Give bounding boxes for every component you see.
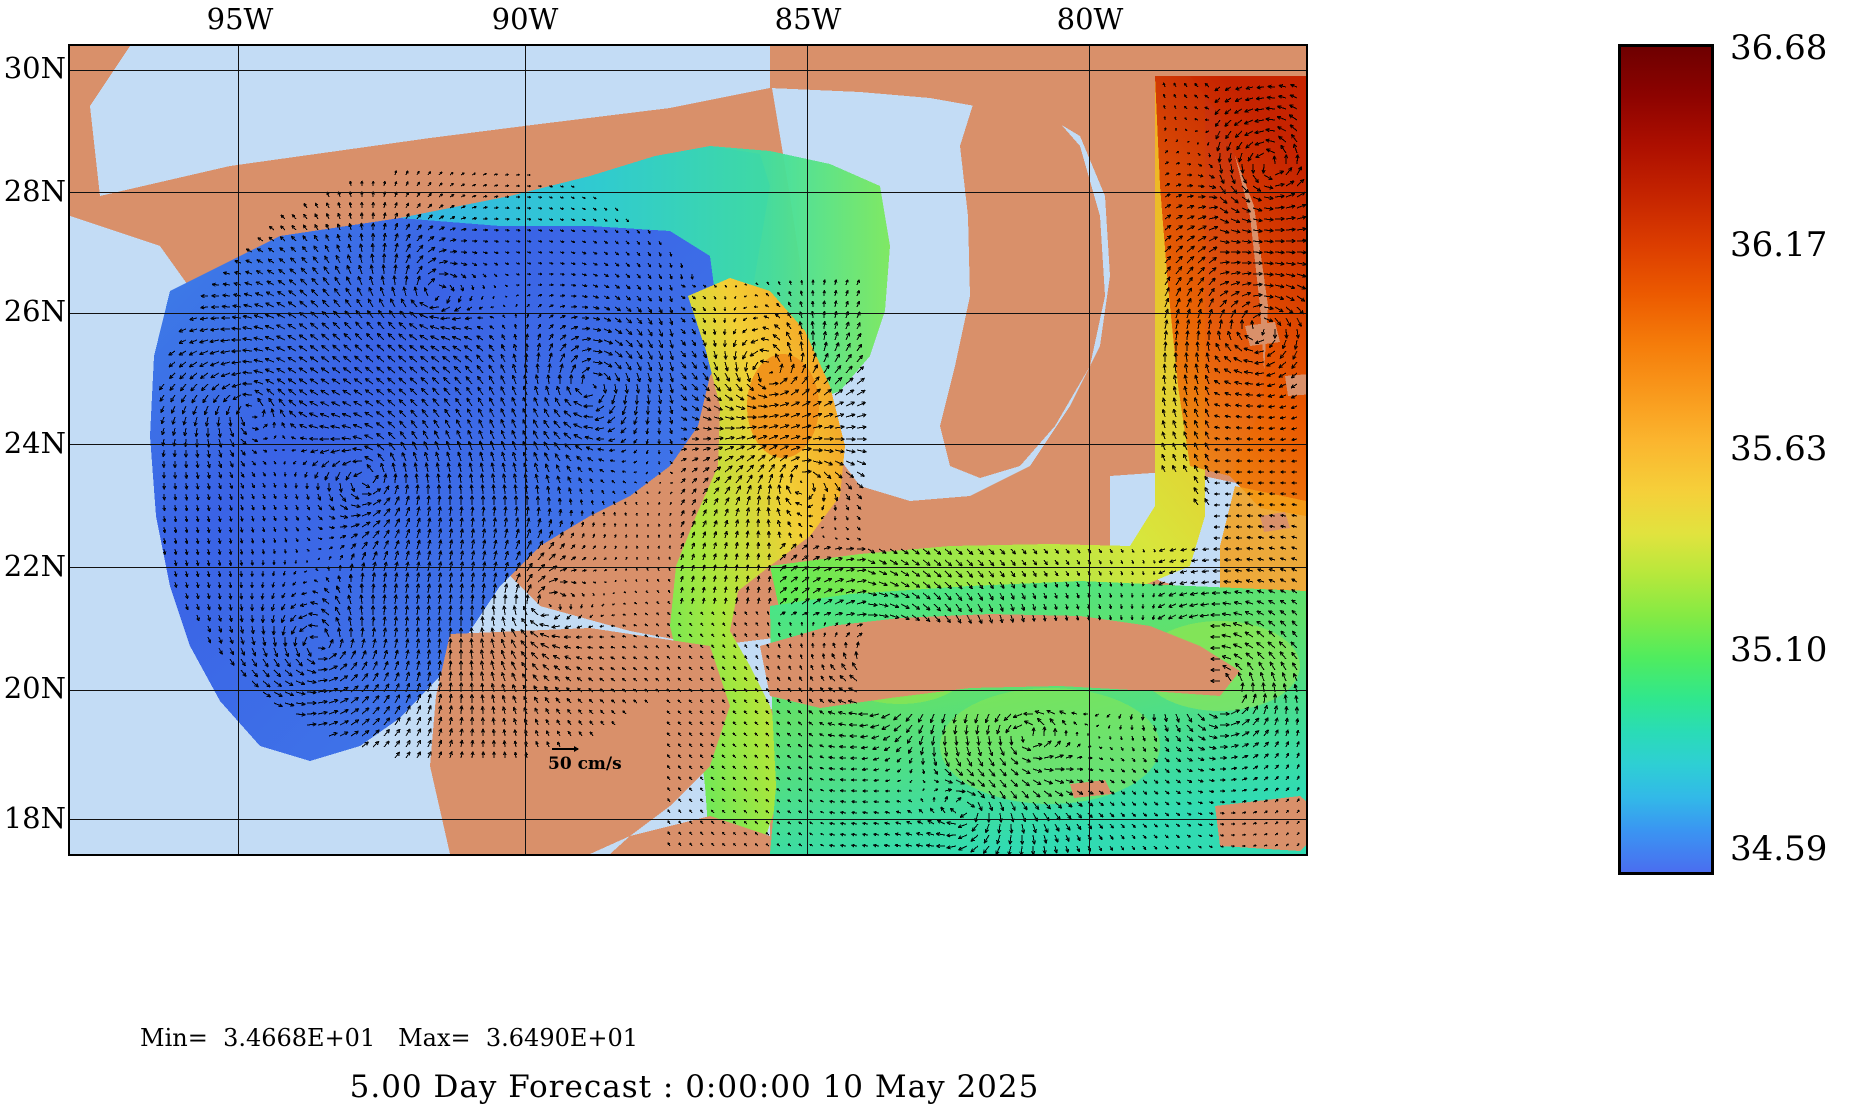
lat-label-30n: 30N — [3, 51, 66, 85]
colorbar-tick-min: 34.59 — [1730, 829, 1828, 869]
gridline-18n — [70, 819, 1306, 820]
gridline-95w — [238, 46, 239, 854]
gridline-20n — [70, 690, 1306, 691]
lon-label-95w: 95W — [206, 2, 274, 36]
colorbar-tick-3617: 36.17 — [1730, 225, 1828, 265]
figure-title-text: 5.00 Day Forecast : 0:00:00 10 May 2025 — [349, 1069, 1040, 1105]
lat-label-24n: 24N — [3, 426, 66, 460]
colorbar-tick-3510: 35.10 — [1730, 630, 1828, 670]
figure-title: 5.00 Day Forecast : 0:00:00 10 May 2025 — [0, 1069, 1869, 1105]
gridline-22n — [70, 567, 1306, 568]
arrow-right-icon — [552, 746, 579, 752]
map-canvas — [70, 46, 1306, 854]
minmax-text: Min= 3.4668E+01 Max= 3.6490E+01 — [140, 1024, 639, 1052]
lon-label-90w: 90W — [491, 2, 559, 36]
region-caribbean-eddy-a — [940, 688, 1160, 804]
region-florida-current — [1155, 76, 1265, 476]
vector-scale-label: 50 cm/s — [548, 754, 622, 774]
gridline-80w — [1089, 46, 1090, 854]
current-vectors — [158, 82, 1306, 854]
gridline-30n — [70, 70, 1306, 71]
colorbar-tick-3563: 35.63 — [1730, 429, 1828, 469]
map-panel[interactable] — [68, 44, 1308, 856]
lat-label-18n: 18N — [3, 801, 66, 835]
lat-label-20n: 20N — [3, 671, 66, 705]
gridline-28n — [70, 192, 1306, 193]
lat-label-22n: 22N — [3, 549, 66, 583]
gridline-85w — [807, 46, 808, 854]
region-loop-eddy — [747, 354, 819, 458]
gridline-26n — [70, 313, 1306, 314]
land-masses — [430, 76, 1306, 854]
gridline-24n — [70, 444, 1306, 445]
gridline-90w — [525, 46, 526, 854]
lat-label-26n: 26N — [3, 294, 66, 328]
vector-scale-legend: 50 cm/s — [548, 746, 668, 774]
lon-label-85w: 85W — [774, 2, 842, 36]
lat-label-28n: 28N — [3, 174, 66, 208]
colorbar[interactable] — [1618, 44, 1714, 875]
colorbar-tick-max: 36.68 — [1730, 28, 1828, 68]
lon-label-80w: 80W — [1056, 2, 1124, 36]
colorbar-gradient — [1621, 47, 1711, 872]
